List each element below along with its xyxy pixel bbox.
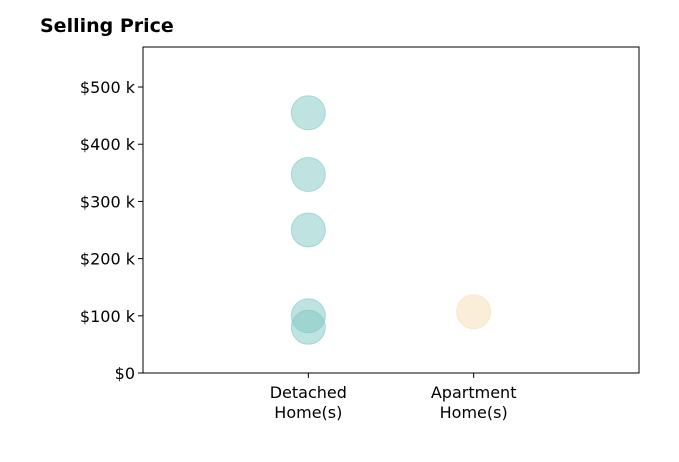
y-tick-label: $300 k xyxy=(80,192,136,211)
data-point xyxy=(456,294,492,330)
chart-title: Selling Price xyxy=(40,15,174,37)
x-tick-label: Detached Home(s) xyxy=(270,383,347,422)
data-points xyxy=(290,95,492,345)
x-axis: Detached Home(s) Apartment Home(s) xyxy=(270,373,517,422)
y-axis: $0 $100 k $200 k $300 k $400 k $500 k xyxy=(80,78,143,383)
data-point xyxy=(290,212,326,248)
data-point xyxy=(290,309,326,345)
x-tick-label: Apartment Home(s) xyxy=(431,383,517,422)
data-point xyxy=(290,157,326,193)
y-tick-label: $100 k xyxy=(80,307,136,326)
plot-area-frame xyxy=(142,46,640,374)
y-tick-label: $500 k xyxy=(80,78,136,97)
y-tick-label: $0 xyxy=(115,364,135,383)
y-tick-label: $400 k xyxy=(80,135,136,154)
y-tick-label: $200 k xyxy=(80,250,136,269)
data-point xyxy=(290,95,326,131)
